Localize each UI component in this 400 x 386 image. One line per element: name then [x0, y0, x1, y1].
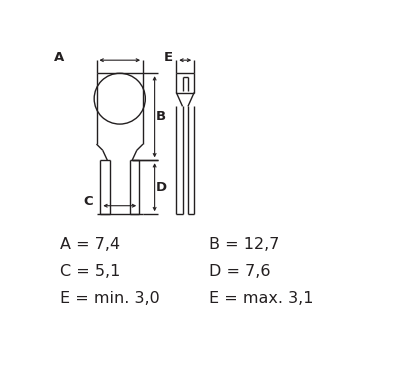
Text: E = max. 3,1: E = max. 3,1: [209, 291, 313, 306]
Text: C: C: [83, 195, 93, 208]
Text: E = min. 3,0: E = min. 3,0: [60, 291, 160, 306]
Text: B = 12,7: B = 12,7: [209, 237, 279, 252]
Text: A = 7,4: A = 7,4: [60, 237, 120, 252]
Text: E: E: [163, 51, 172, 64]
Text: C = 5,1: C = 5,1: [60, 264, 120, 279]
Text: A: A: [54, 51, 64, 64]
Text: B: B: [156, 110, 166, 123]
Text: D = 7,6: D = 7,6: [209, 264, 270, 279]
Text: D: D: [156, 181, 167, 194]
